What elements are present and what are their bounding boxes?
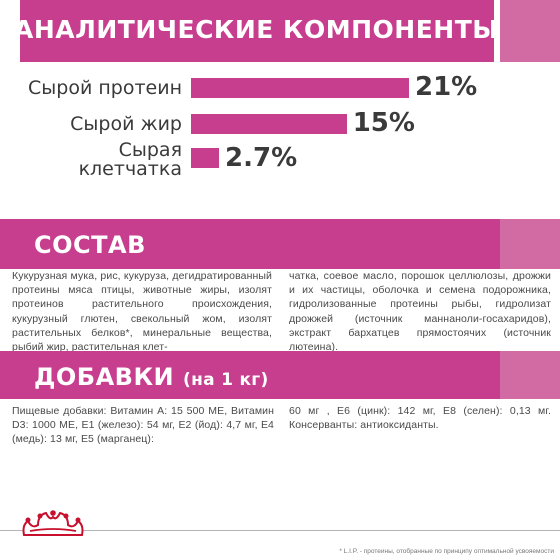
sostav-text-col1: Кукурузная мука, рис, кукуруза, дегидрат… bbox=[12, 270, 272, 354]
dobavki-banner: ДОБАВКИ (на 1 кг) bbox=[0, 351, 560, 399]
fat-percent: 15% bbox=[352, 108, 415, 138]
dobavki-banner-accent bbox=[500, 351, 560, 399]
dobavki-title-wrap: ДОБАВКИ (на 1 кг) bbox=[34, 363, 269, 391]
fat-bar bbox=[191, 114, 347, 134]
footer-note: * L.I.P. - протеины, отобранные по принц… bbox=[339, 548, 554, 555]
dobavki-title: ДОБАВКИ bbox=[34, 363, 175, 391]
sostav-text-col2: чатка, соевое масло, порошок целлюлозы, … bbox=[289, 270, 551, 354]
fiber-label-line1: Сырая bbox=[118, 139, 182, 161]
footer-spacer bbox=[500, 470, 560, 530]
analytic-title: АНАЛИТИЧЕСКИЕ КОМПОНЕНТЫ bbox=[14, 15, 499, 44]
dobavki-text-col2: 60 мг , Е6 (цинк): 142 мг, Е8 (селен): 0… bbox=[289, 405, 551, 432]
fat-label: Сырой жир bbox=[70, 113, 182, 135]
royal-canin-crown-icon bbox=[22, 510, 84, 536]
sostav-banner-accent bbox=[500, 219, 560, 269]
analytic-banner: АНАЛИТИЧЕСКИЕ КОМПОНЕНТЫ bbox=[0, 0, 560, 62]
dobavki-subtitle: (на 1 кг) bbox=[183, 370, 269, 390]
protein-label: Сырой протеин bbox=[28, 77, 182, 99]
fiber-bar bbox=[191, 148, 220, 168]
analytic-banner-accent bbox=[500, 0, 560, 62]
sostav-title: СОСТАВ bbox=[34, 231, 146, 259]
footer-divider bbox=[0, 530, 560, 531]
sostav-banner: СОСТАВ bbox=[0, 219, 560, 269]
fiber-label-line2: клетчатка bbox=[78, 158, 182, 180]
dobavki-text-col1: Пищевые добавки: Витамин А: 15 500 МЕ, В… bbox=[12, 405, 274, 446]
protein-percent: 21% bbox=[415, 72, 478, 102]
protein-bar bbox=[191, 78, 409, 98]
fiber-percent: 2.7% bbox=[225, 143, 298, 173]
